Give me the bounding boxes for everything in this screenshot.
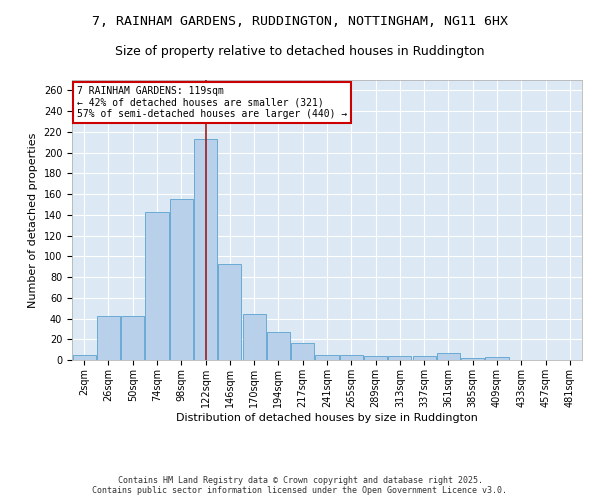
Bar xyxy=(316,355,338,360)
Bar xyxy=(388,356,412,360)
Text: Size of property relative to detached houses in Ruddington: Size of property relative to detached ho… xyxy=(115,45,485,58)
Text: Contains HM Land Registry data © Crown copyright and database right 2025.
Contai: Contains HM Land Registry data © Crown c… xyxy=(92,476,508,495)
Y-axis label: Number of detached properties: Number of detached properties xyxy=(28,132,38,308)
Bar xyxy=(437,352,460,360)
Bar xyxy=(291,344,314,360)
Bar xyxy=(267,332,290,360)
Bar xyxy=(194,139,217,360)
Bar xyxy=(73,355,95,360)
Bar xyxy=(364,356,387,360)
Bar xyxy=(145,212,169,360)
Bar xyxy=(242,314,266,360)
Bar xyxy=(413,356,436,360)
Text: 7, RAINHAM GARDENS, RUDDINGTON, NOTTINGHAM, NG11 6HX: 7, RAINHAM GARDENS, RUDDINGTON, NOTTINGH… xyxy=(92,15,508,28)
Bar xyxy=(121,316,144,360)
Text: 7 RAINHAM GARDENS: 119sqm
← 42% of detached houses are smaller (321)
57% of semi: 7 RAINHAM GARDENS: 119sqm ← 42% of detac… xyxy=(77,86,347,119)
Bar xyxy=(97,316,120,360)
Bar xyxy=(461,358,484,360)
Bar xyxy=(485,357,509,360)
X-axis label: Distribution of detached houses by size in Ruddington: Distribution of detached houses by size … xyxy=(176,412,478,422)
Bar xyxy=(218,264,241,360)
Bar xyxy=(340,355,363,360)
Bar xyxy=(170,200,193,360)
